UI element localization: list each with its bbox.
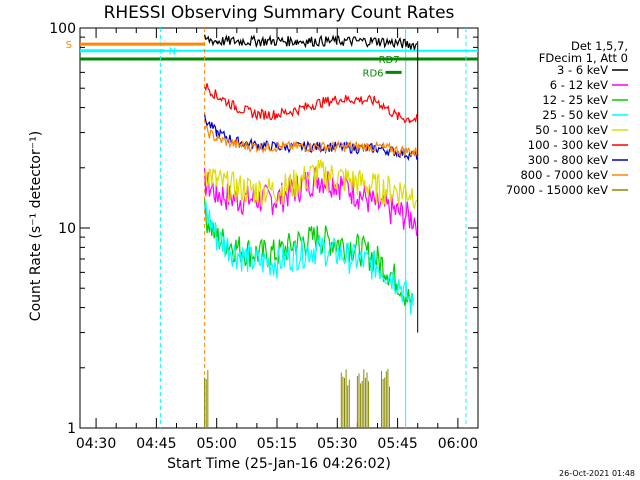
x-tick-label: 05:45 bbox=[377, 436, 417, 452]
y-tick-label: 1 bbox=[67, 421, 76, 437]
legend-header: FDecim 1, Att 0 bbox=[539, 51, 628, 65]
x-tick-label: 04:45 bbox=[136, 436, 176, 452]
y-axis-label: Count Rate (s⁻¹ detector⁻¹) bbox=[28, 131, 44, 321]
plot-frame bbox=[79, 27, 479, 429]
x-tick-label: 06:00 bbox=[438, 436, 478, 452]
y-tick-label: 10 bbox=[58, 221, 76, 237]
x-axis-label: Start Time (25-Jan-16 04:26:02) bbox=[167, 456, 391, 472]
timestamp: 26-Oct-2021 01:48 bbox=[559, 469, 635, 478]
legend-entry: 100 - 300 keV bbox=[528, 138, 608, 152]
marker-label: RD6 bbox=[363, 68, 384, 79]
x-tick-label: 05:30 bbox=[317, 436, 357, 452]
legend-header: Det 1,5,7, bbox=[571, 39, 628, 53]
series-line bbox=[204, 125, 418, 157]
x-tick-label: 05:00 bbox=[197, 436, 237, 452]
series-line bbox=[204, 34, 418, 50]
legend-entry: 50 - 100 keV bbox=[535, 123, 608, 137]
series-line bbox=[204, 83, 418, 124]
legend-entry: 3 - 6 keV bbox=[557, 63, 608, 77]
x-tick-label: 05:15 bbox=[257, 436, 297, 452]
marker-label: S bbox=[66, 40, 72, 51]
legend-entry: 7000 - 15000 keV bbox=[506, 183, 608, 197]
marker-label: RD7 bbox=[379, 55, 400, 66]
legend-entry: 6 - 12 keV bbox=[550, 78, 608, 92]
legend-entry: 25 - 50 keV bbox=[542, 108, 608, 122]
x-tick-label: 04:30 bbox=[76, 436, 116, 452]
plot-area: 1 10 100 04:30 04:45 05:00 05:15 05:30 05:45 06:0… bbox=[49, 21, 479, 452]
series-line bbox=[204, 159, 418, 209]
series-line bbox=[204, 201, 414, 315]
series-line bbox=[204, 198, 414, 306]
series-line bbox=[204, 114, 418, 162]
chart-title: RHESSI Observing Summary Count Rates bbox=[104, 3, 455, 23]
legend-entry: 12 - 25 keV bbox=[542, 93, 608, 107]
legend-entry: 300 - 800 keV bbox=[528, 153, 608, 167]
marker-label: N bbox=[169, 47, 176, 58]
y-tick-label: 100 bbox=[49, 21, 76, 37]
legend-entry: 800 - 7000 keV bbox=[520, 168, 608, 182]
